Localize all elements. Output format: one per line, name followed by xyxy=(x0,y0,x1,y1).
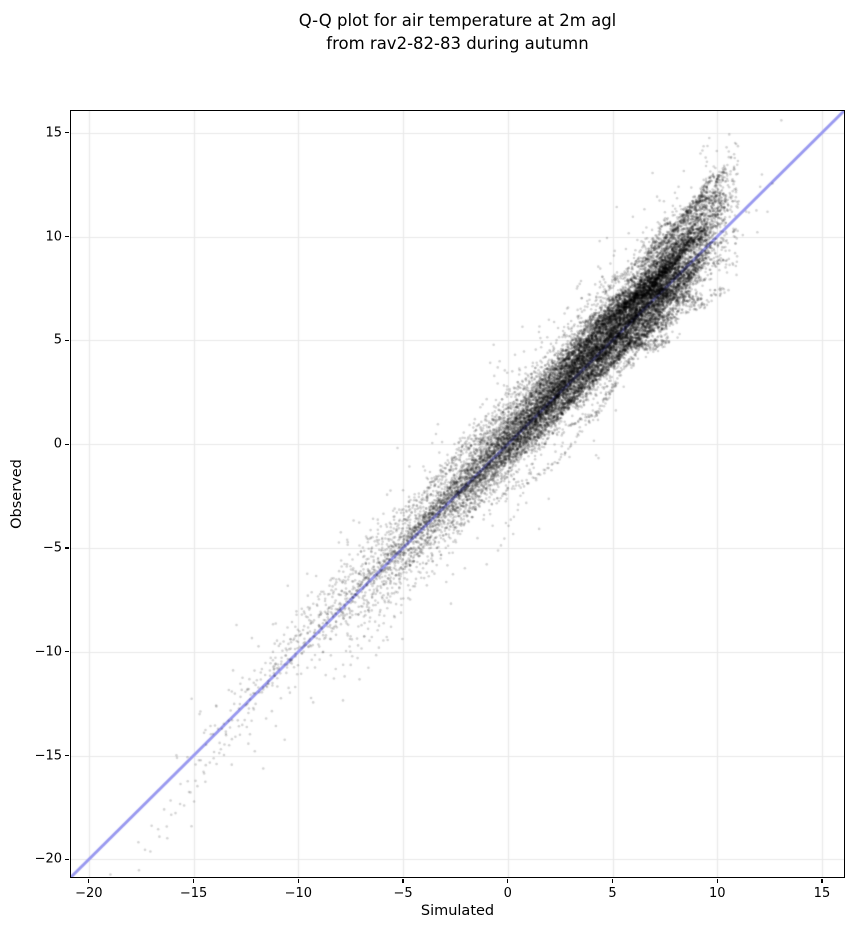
x-tick-mark xyxy=(192,879,195,883)
y-tick-mark xyxy=(65,754,69,757)
x-tick-label: 5 xyxy=(608,886,617,901)
chart-title-line1: Q-Q plot for air temperature at 2m agl xyxy=(298,11,617,30)
y-axis-label: Observed xyxy=(9,459,25,529)
y-tick-label: 15 xyxy=(45,125,62,141)
y-tick-label: −10 xyxy=(34,644,62,660)
x-axis-label: Simulated xyxy=(420,903,495,919)
chart-title: Q-Q plot for air temperature at 2m agl f… xyxy=(70,9,845,55)
y-tick-mark xyxy=(65,443,69,445)
y-tick-mark xyxy=(65,651,69,653)
x-tick-label: −5 xyxy=(393,886,413,901)
y-tick-label: 0 xyxy=(53,436,62,452)
x-tick-label: −15 xyxy=(179,886,208,901)
chart-title-line2: from rav2-82-83 during autumn xyxy=(326,34,589,53)
x-tick-label: −10 xyxy=(284,886,313,901)
y-tick-label: 5 xyxy=(53,332,62,348)
y-tick-mark xyxy=(65,132,69,134)
y-tick-label: −20 xyxy=(34,851,62,867)
x-tick-label: 0 xyxy=(503,886,512,901)
y-tick-mark xyxy=(65,858,69,860)
x-tick-mark xyxy=(88,879,90,883)
x-tick-mark xyxy=(821,879,823,883)
y-tick-label: −15 xyxy=(34,748,62,764)
scatter-canvas xyxy=(70,110,845,878)
x-tick-mark xyxy=(402,879,404,883)
y-tick-label: −5 xyxy=(42,540,62,556)
x-tick-mark xyxy=(716,879,718,883)
y-tick-label: 10 xyxy=(45,229,62,245)
x-tick-label: 10 xyxy=(708,886,726,901)
y-tick-mark xyxy=(65,236,69,238)
x-tick-mark xyxy=(297,879,299,883)
y-tick-mark xyxy=(65,339,69,341)
y-tick-mark xyxy=(65,547,69,549)
x-tick-label: −20 xyxy=(75,886,103,901)
x-tick-label: 15 xyxy=(813,886,831,901)
x-tick-mark xyxy=(507,879,509,883)
x-tick-mark xyxy=(611,879,614,883)
